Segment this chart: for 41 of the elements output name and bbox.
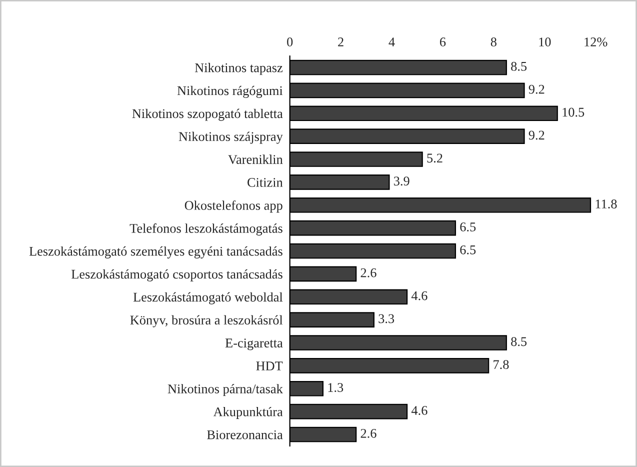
y-tick-label: Akupunktúra xyxy=(213,406,283,419)
data-label: 9.2 xyxy=(528,84,544,94)
data-label: 4.6 xyxy=(411,406,428,415)
data-label: 7.8 xyxy=(494,360,509,370)
y-tick-label: Biorezonancia xyxy=(207,430,283,440)
y-tick-label: Nikotinos tapasz xyxy=(194,62,283,75)
x-tick-label: 8 xyxy=(490,38,496,46)
y-tick-label: Telefonos leszokástámogatás xyxy=(130,223,282,236)
y-tick-label: Nikotinos szájspray xyxy=(178,132,283,144)
data-label: 2.6 xyxy=(360,268,376,278)
data-label: 3.9 xyxy=(394,176,410,186)
x-tick-label: 12% xyxy=(584,38,608,46)
x-tick-label: 6 xyxy=(440,38,446,46)
y-tick-label: Leszokástámogató csoportos tanácsadás xyxy=(71,269,282,282)
y-tick-label: Vareniklin xyxy=(228,154,283,164)
y-tick-label: Okostelefonos app xyxy=(184,200,282,213)
y-tick-label: Nikotinos rágógumi xyxy=(177,86,283,98)
data-label: 6.5 xyxy=(460,222,476,232)
data-label: 9.2 xyxy=(528,130,544,140)
data-label: 5.2 xyxy=(427,154,442,163)
y-tick-label: Nikotinos szopogató tabletta xyxy=(132,108,283,121)
data-label: 4.6 xyxy=(411,291,428,300)
x-tick-label: 10 xyxy=(539,38,551,46)
y-tick-label: Nikotinos párna/tasak xyxy=(168,384,283,396)
data-label: 2.6 xyxy=(360,428,376,438)
data-label: 6.5 xyxy=(460,245,476,254)
y-tick-label: Citizin xyxy=(248,178,283,187)
x-tick-label: 0 xyxy=(287,38,293,46)
y-tick-label: E-cigaretta xyxy=(225,338,283,350)
data-label: 1.3 xyxy=(328,383,344,392)
data-label: 11.8 xyxy=(596,200,617,208)
data-label: 10.5 xyxy=(562,108,584,117)
data-label: 8.5 xyxy=(511,337,527,346)
data-label: 8.5 xyxy=(511,62,527,71)
y-tick-label: HDT xyxy=(256,362,283,370)
y-tick-label: Leszokástámogató személyes egyéni tanácsadás xyxy=(29,246,282,258)
data-label: 3.3 xyxy=(378,314,394,324)
x-tick-label: 2 xyxy=(338,38,344,46)
y-tick-label: Könyv, brosúra a leszokásról xyxy=(130,315,283,328)
x-tick-label: 4 xyxy=(388,38,395,46)
y-tick-label: Leszokástámogató weboldal xyxy=(133,292,283,304)
